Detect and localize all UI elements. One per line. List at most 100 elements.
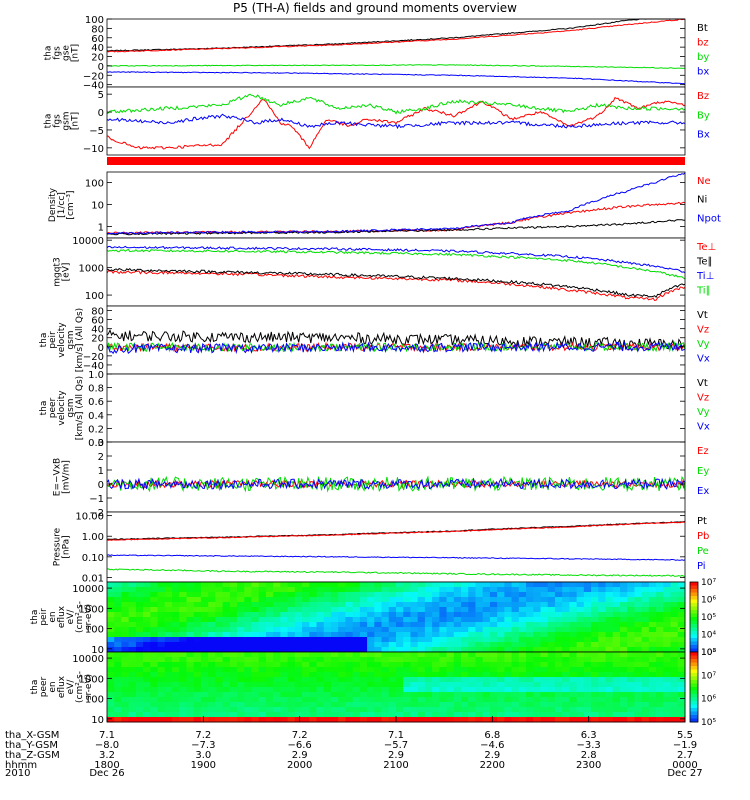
heatmap-cell	[229, 597, 238, 603]
heatmap-cell	[193, 657, 202, 663]
heatmap-cell	[439, 612, 448, 618]
heatmap-cell	[453, 622, 462, 628]
heatmap-cell	[338, 642, 346, 648]
heatmap-cell	[345, 587, 354, 593]
heatmap-cell	[222, 662, 231, 668]
heatmap-cell	[172, 627, 180, 633]
heatmap-cell	[388, 627, 397, 633]
heatmap-cell	[576, 692, 585, 698]
heatmap-cell	[265, 697, 274, 703]
heatmap-cell	[381, 662, 390, 668]
heatmap-cell	[338, 587, 346, 593]
heatmap-cell	[107, 612, 115, 618]
heatmap-cell	[280, 662, 289, 668]
heatmap-cell	[446, 702, 455, 708]
heatmap-cell	[497, 657, 505, 663]
heatmap-cell	[439, 632, 448, 638]
heatmap-cell	[186, 627, 195, 633]
heatmap-cell	[518, 642, 527, 648]
heatmap-cell	[554, 677, 563, 683]
heatmap-cell	[287, 627, 296, 633]
heatmap-cell	[417, 657, 426, 663]
y-tick-label: 1000	[79, 674, 104, 685]
heatmap-cell	[200, 642, 209, 648]
heatmap-cell	[627, 592, 635, 598]
heatmap-cell	[489, 637, 498, 643]
heatmap-cell	[453, 642, 462, 648]
heatmap-cell	[374, 712, 383, 718]
heatmap-cell	[208, 637, 216, 643]
heatmap-cell	[107, 632, 115, 638]
heatmap-cell	[396, 667, 404, 673]
colorbar-cell	[690, 676, 698, 681]
heatmap-cell	[251, 672, 260, 678]
heatmap-cell	[619, 592, 628, 598]
heatmap-cell	[446, 622, 455, 628]
heatmap-cell	[114, 642, 122, 648]
heatmap-cell	[605, 652, 614, 658]
heatmap-cell	[135, 597, 144, 603]
heatmap-cell	[403, 672, 411, 678]
heatmap-cell	[526, 607, 534, 613]
heatmap-cell	[619, 657, 628, 663]
heatmap-cell	[670, 697, 679, 703]
heatmap-cell	[663, 582, 672, 588]
heatmap-cell	[258, 662, 267, 668]
heatmap-cell	[157, 652, 166, 658]
x-row-label: tha_Z-GSM	[5, 750, 60, 761]
legend-Ey: Ey	[697, 466, 709, 477]
heatmap-cell	[634, 712, 643, 718]
heatmap-cell	[605, 622, 614, 628]
legend-Vx: Vx	[697, 354, 710, 365]
heatmap-cell	[345, 707, 354, 713]
panel-2-ylabel: tha	[44, 114, 54, 129]
heatmap-cell	[258, 672, 267, 678]
heatmap-cell	[569, 622, 578, 628]
heatmap-cell	[489, 697, 498, 703]
heatmap-cell	[424, 717, 433, 723]
heatmap-cell	[533, 702, 541, 708]
heatmap-cell	[367, 717, 375, 723]
heatmap-cell	[164, 682, 173, 688]
heatmap-cell	[497, 642, 505, 648]
heatmap-cell	[309, 692, 318, 698]
heatmap-cell	[345, 612, 354, 618]
heatmap-cell	[121, 697, 130, 703]
heatmap-cell	[222, 642, 231, 648]
heatmap-cell	[468, 612, 476, 618]
heatmap-cell	[157, 607, 166, 613]
heatmap-cell	[439, 717, 448, 723]
heatmap-cell	[482, 637, 491, 643]
heatmap-cell	[352, 697, 361, 703]
heatmap-cell	[150, 682, 159, 688]
heatmap-cell	[576, 592, 585, 598]
heatmap-cell	[612, 632, 621, 638]
colorbar-cell	[690, 711, 698, 716]
heatmap-cell	[265, 647, 274, 653]
heatmap-cell	[186, 692, 195, 698]
heatmap-cell	[143, 687, 151, 693]
heatmap-cell	[200, 657, 209, 663]
colorbar-cell	[690, 627, 698, 632]
heatmap-cell	[641, 682, 650, 688]
heatmap-cell	[403, 697, 411, 703]
heatmap-cell	[251, 607, 260, 613]
heatmap-cell	[533, 682, 541, 688]
heatmap-cell	[540, 617, 549, 623]
heatmap-cell	[352, 592, 361, 598]
heatmap-cell	[648, 622, 657, 628]
heatmap-cell	[598, 632, 607, 638]
heatmap-cell	[417, 602, 426, 608]
heatmap-cell	[107, 642, 115, 648]
heatmap-cell	[121, 692, 130, 698]
heatmap-cell	[677, 662, 686, 668]
heatmap-cell	[504, 602, 513, 608]
heatmap-cell	[540, 637, 549, 643]
panel-4-series-Ti∥	[106, 248, 686, 280]
heatmap-cell	[330, 707, 339, 713]
x-row-label: tha_X-GSM	[5, 730, 59, 741]
heatmap-cell	[453, 672, 462, 678]
heatmap-cell	[215, 622, 224, 628]
colorbar-cell	[690, 704, 698, 709]
legend-Vt: Vt	[697, 378, 708, 389]
